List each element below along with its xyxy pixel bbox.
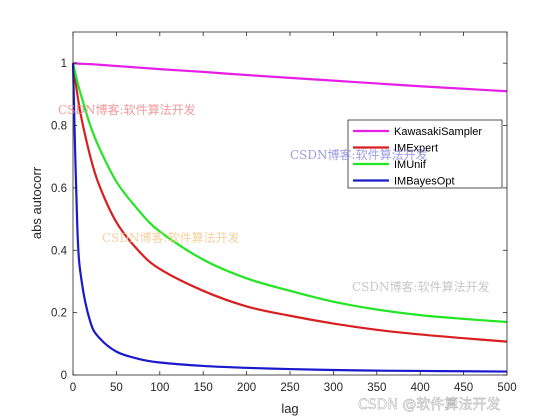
legend: KawasakiSampler IMExpert IMUnif IMBayesOpt (347, 119, 503, 189)
y-tick-label: 0.4 (51, 245, 68, 257)
x-tick-label: 0 (70, 382, 76, 394)
watermark-text-1: CSDN博客:软件算法开发 (58, 102, 196, 117)
x-tick-label: 50 (110, 382, 123, 394)
legend-label-imunif: IMUnif (394, 159, 427, 171)
series-line-imexpert (71, 63, 508, 343)
legend-label-kawasakisampler: KawasakiSampler (394, 126, 482, 138)
x-tick-label: 350 (367, 382, 386, 394)
watermark-layer: CSDN博客:软件算法开发 CSDN博客:软件算法开发 CSDN博客:软件算法开… (58, 102, 501, 413)
watermark-text-3: CSDN博客:软件算法开发 (102, 230, 240, 245)
series-layer (71, 62, 508, 373)
x-tick-label: 100 (150, 382, 169, 394)
x-tick-label: 200 (237, 382, 256, 394)
x-axis-label: lag (281, 401, 298, 416)
x-tick-label: 400 (411, 382, 430, 394)
x-tick-label: 450 (454, 382, 473, 394)
x-tick-label: 150 (194, 382, 213, 394)
watermark-text-4: CSDN博客:软件算法开发 (352, 279, 490, 294)
footer-watermark: CSDN @软件算法开发 (358, 397, 500, 413)
watermark-text-2: CSDN博客:软件算法开发 (290, 147, 428, 162)
ticks-layer: 0 50 100 150 200 250 300 350 400 450 500 0 0.2 0.4 0.6… (51, 32, 517, 394)
y-tick-label: 0.8 (51, 121, 67, 133)
y-tick-label: 0.2 (51, 308, 67, 320)
y-tick-label: 0 (61, 370, 67, 382)
x-tick-label: 300 (324, 382, 343, 394)
legend-label-imbayesopt: IMBayesOpt (394, 176, 455, 188)
x-tick-label: 500 (497, 382, 516, 394)
plot-area (73, 32, 507, 375)
legend-label-imexpert: IMExpert (394, 143, 438, 155)
y-axis-label: abs autocorr (29, 166, 44, 239)
y-tick-label: 1 (61, 58, 67, 70)
series-line-imunif (71, 62, 508, 324)
x-tick-label: 250 (280, 382, 299, 394)
series-line-imbayesopt (71, 63, 508, 373)
y-tick-label: 0.6 (51, 183, 67, 195)
series-line-kawasakisampler (72, 62, 508, 93)
